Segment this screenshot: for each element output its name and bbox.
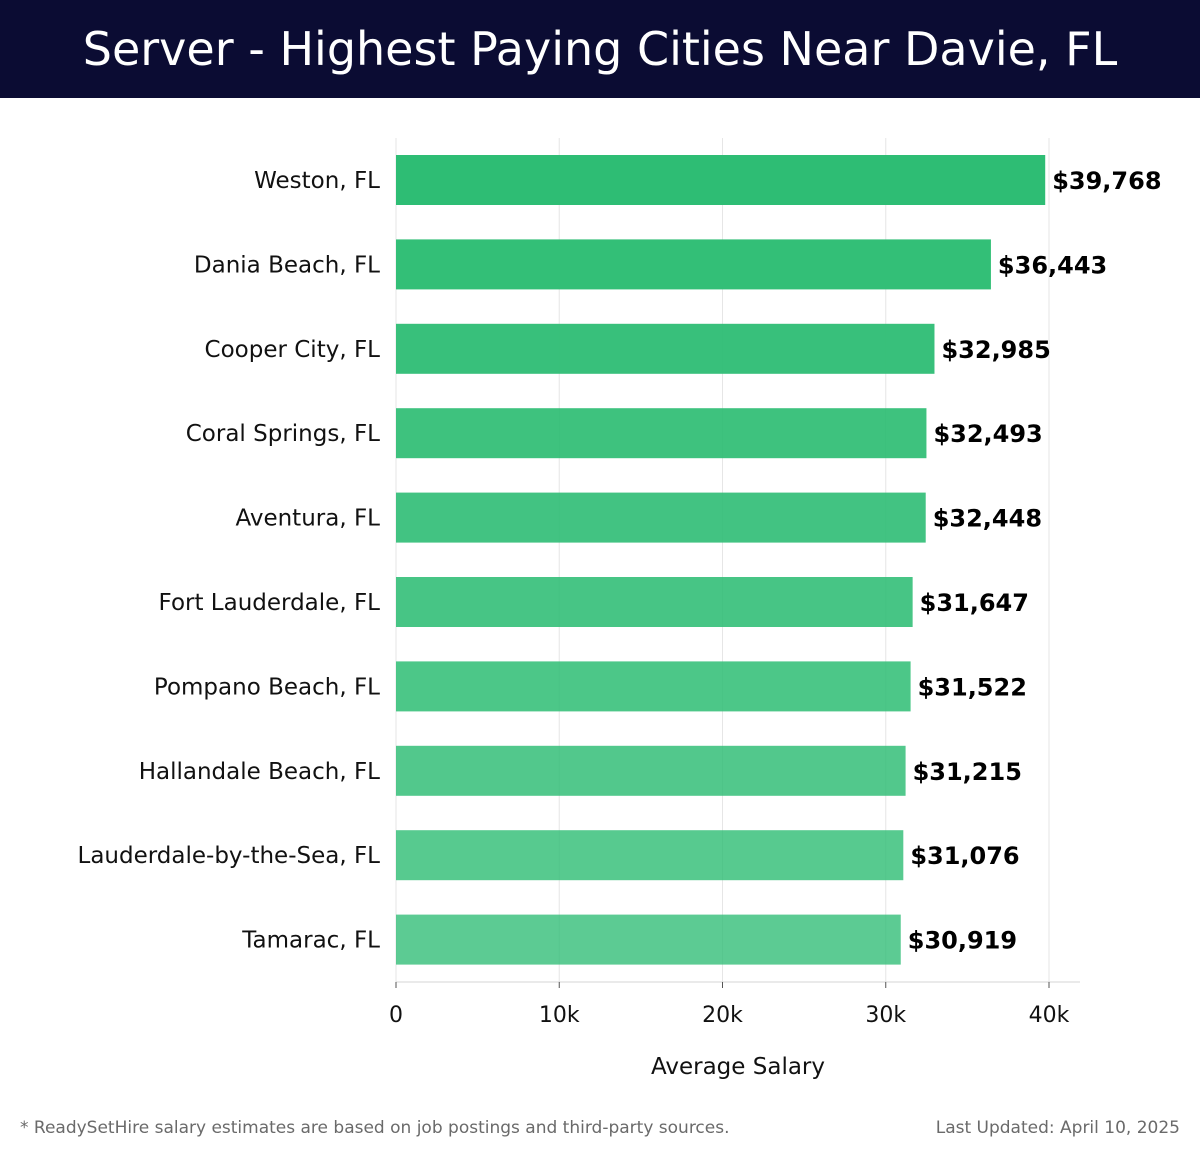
bar-layer — [396, 155, 1046, 965]
bar-0 — [396, 155, 1046, 205]
chart-title: Server - Highest Paying Cities Near Davi… — [82, 22, 1118, 76]
value-label: $36,443 — [998, 251, 1107, 279]
footnote: * ReadySetHire salary estimates are base… — [20, 1118, 730, 1138]
chart-header: Server - Highest Paying Cities Near Davi… — [0, 0, 1200, 98]
last-updated: Last Updated: April 10, 2025 — [935, 1118, 1180, 1138]
category-label: Lauderdale-by-the-Sea, FL — [78, 843, 381, 869]
x-tick-label: 30k — [865, 1003, 906, 1028]
value-label: $30,919 — [908, 927, 1017, 955]
category-label: Dania Beach, FL — [194, 252, 380, 278]
x-tick-label: 20k — [702, 1003, 743, 1028]
value-label: $39,768 — [1052, 167, 1161, 195]
bar-7 — [396, 745, 906, 796]
value-label: $32,493 — [933, 420, 1042, 448]
bar-2 — [396, 323, 935, 374]
category-label: Weston, FL — [254, 168, 380, 194]
value-label: $32,448 — [933, 505, 1042, 533]
value-label: $31,076 — [910, 842, 1019, 870]
category-label: Hallandale Beach, FL — [139, 759, 380, 785]
category-label: Pompano Beach, FL — [154, 674, 380, 700]
bar-8 — [396, 830, 904, 881]
value-label: $31,215 — [913, 758, 1022, 786]
x-tick-label: 40k — [1029, 1003, 1070, 1028]
category-label: Coral Springs, FL — [186, 421, 380, 447]
category-label: Cooper City, FL — [205, 337, 381, 363]
salary-bar-chart: Weston, FL $39,768 Dania Beach, FL $36,443 C… — [78, 138, 1162, 1080]
bar-4 — [396, 492, 926, 543]
value-label: $31,522 — [918, 673, 1027, 701]
category-label: Fort Lauderdale, FL — [159, 590, 381, 616]
category-label: Aventura, FL — [235, 506, 380, 532]
bar-3 — [396, 408, 927, 459]
bar-6 — [396, 661, 911, 712]
x-tick-label: 10k — [539, 1003, 580, 1028]
category-label: Tamarac, FL — [241, 928, 380, 954]
bar-9 — [396, 914, 901, 965]
axis-layer: 0 10k 20k 30k 40k Average Salary — [389, 981, 1080, 1080]
bar-5 — [396, 577, 913, 627]
x-axis-title: Average Salary — [651, 1054, 825, 1080]
label-layer: Weston, FL $39,768 Dania Beach, FL $36,443 C… — [78, 167, 1162, 955]
value-label: $32,985 — [941, 336, 1050, 364]
bar-1 — [396, 239, 991, 290]
value-label: $31,647 — [920, 589, 1029, 617]
x-tick-label: 0 — [389, 1003, 403, 1028]
